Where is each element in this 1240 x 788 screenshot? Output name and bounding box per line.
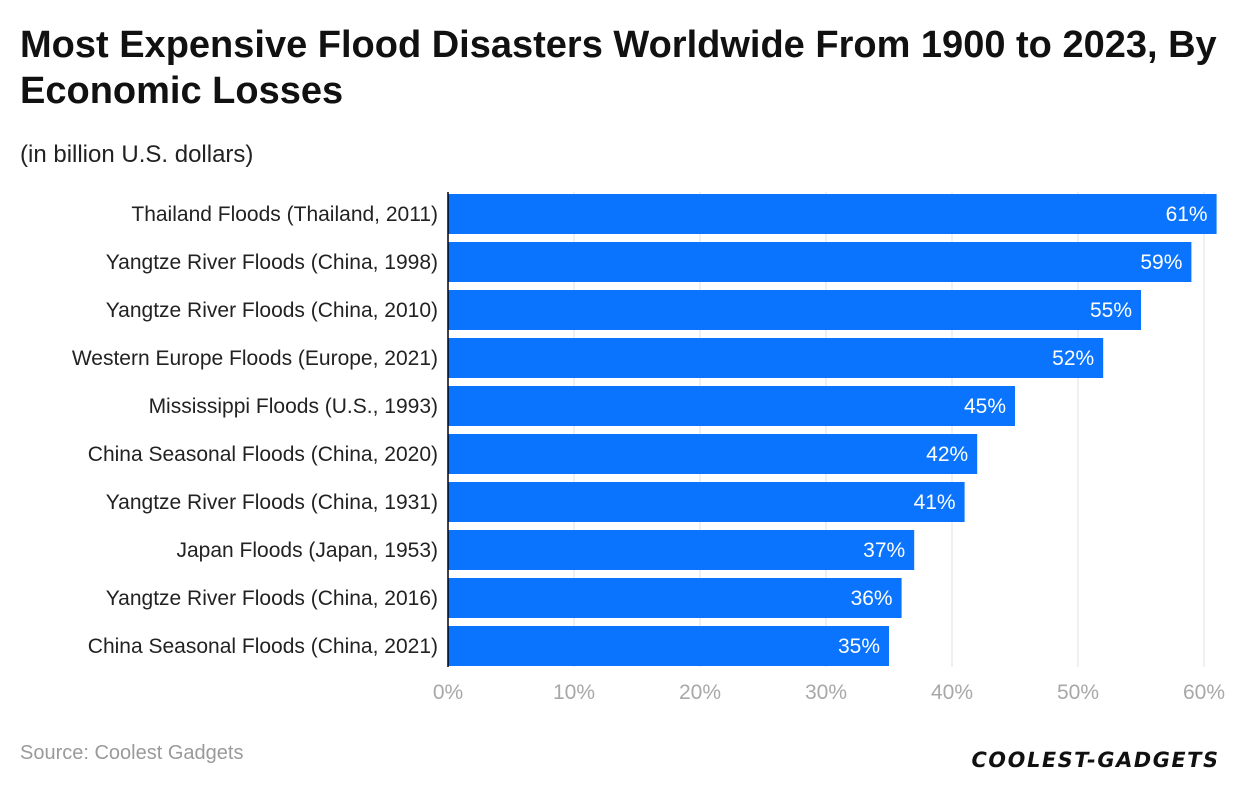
category-label: Mississippi Floods (U.S., 1993)	[149, 395, 438, 418]
bar	[448, 626, 889, 666]
data-label: 52%	[1052, 347, 1094, 370]
bar	[448, 482, 965, 522]
data-label: 61%	[1166, 203, 1208, 226]
coolest-gadgets-logo: COOLEST-GADGETS	[969, 747, 1222, 772]
bar	[448, 530, 915, 570]
logo-text: COOLEST-GADGETS	[969, 747, 1222, 772]
category-label: Yangtze River Floods (China, 1931)	[106, 491, 438, 514]
data-label: 41%	[914, 491, 956, 514]
x-tick-label: 60%	[1183, 681, 1225, 704]
bar	[448, 386, 1015, 426]
x-tick-label: 20%	[679, 681, 721, 704]
category-label: Thailand Floods (Thailand, 2011)	[131, 203, 438, 226]
data-label: 37%	[863, 539, 905, 562]
x-tick-label: 40%	[931, 681, 973, 704]
bar	[448, 578, 902, 618]
bar	[448, 338, 1104, 378]
chart-title: Most Expensive Flood Disasters Worldwide…	[20, 24, 1217, 112]
bar	[448, 242, 1192, 282]
category-label: Yangtze River Floods (China, 2010)	[106, 299, 438, 322]
bar	[448, 290, 1141, 330]
category-label: Western Europe Floods (Europe, 2021)	[72, 347, 438, 370]
x-tick-label: 30%	[805, 681, 847, 704]
category-label: China Seasonal Floods (China, 2020)	[88, 443, 438, 466]
data-label: 42%	[926, 443, 968, 466]
category-label: Yangtze River Floods (China, 1998)	[106, 251, 438, 274]
chart-subtitle: (in billion U.S. dollars)	[20, 141, 254, 168]
data-label: 35%	[838, 635, 880, 658]
bar	[448, 434, 978, 474]
bar	[448, 194, 1217, 234]
data-label: 45%	[964, 395, 1006, 418]
data-label: 59%	[1140, 251, 1182, 274]
category-label: Yangtze River Floods (China, 2016)	[106, 587, 438, 610]
category-label: Japan Floods (Japan, 1953)	[176, 539, 438, 562]
x-tick-label: 10%	[553, 681, 595, 704]
category-label: China Seasonal Floods (China, 2021)	[88, 635, 438, 658]
x-tick-label: 0%	[433, 681, 463, 704]
data-label: 55%	[1090, 299, 1132, 322]
source-note: Source: Coolest Gadgets	[20, 742, 244, 764]
x-tick-label: 50%	[1057, 681, 1099, 704]
data-label: 36%	[851, 587, 893, 610]
